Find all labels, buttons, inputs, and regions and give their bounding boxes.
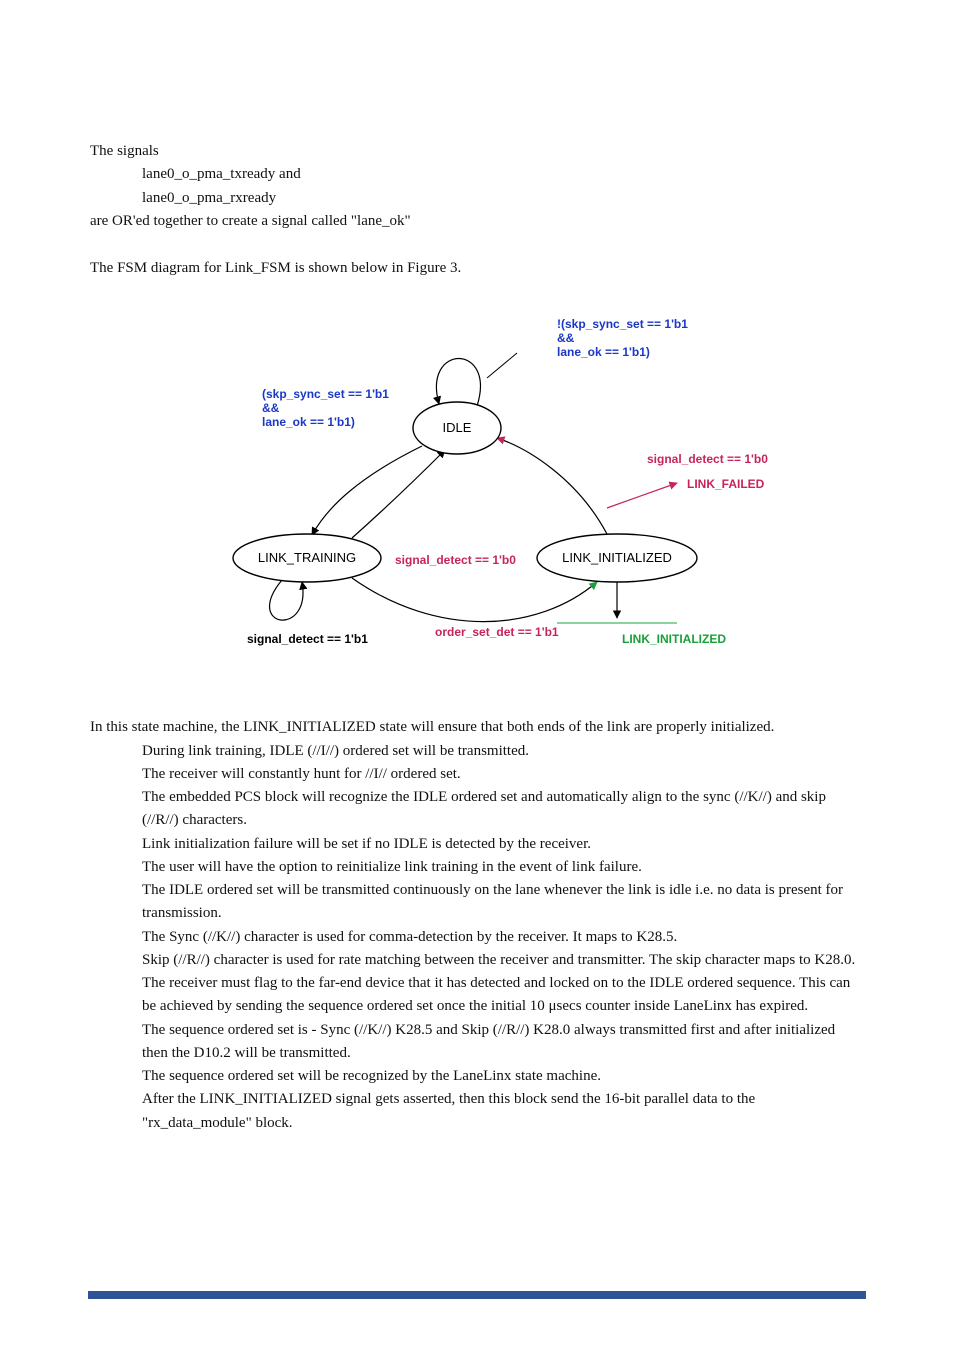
svg-text:(skp_sync_set == 1'b1: (skp_sync_set == 1'b1 — [262, 387, 389, 401]
svg-text:IDLE: IDLE — [443, 420, 472, 435]
svg-text:&&: && — [557, 331, 575, 345]
text-line: The signals — [90, 140, 864, 163]
document-page: The signals lane0_o_pma_txready and lane… — [0, 0, 954, 1351]
bullet-text: Skip (//R//) character is used for rate … — [90, 949, 864, 972]
svg-text:signal_detect == 1'b1: signal_detect == 1'b1 — [247, 632, 368, 646]
bullet-text: During link training, IDLE (//I//) order… — [90, 740, 864, 763]
bullet-text: The user will have the option to reiniti… — [90, 856, 864, 879]
paragraph: In this state machine, the LINK_INITIALI… — [90, 716, 864, 739]
bullet-text: The receiver will constantly hunt for //… — [90, 763, 864, 786]
bullet-text: After the LINK_INITIALIZED signal gets a… — [90, 1088, 864, 1135]
bullet-text: The sequence ordered set will be recogni… — [90, 1065, 864, 1088]
svg-text:lane_ok == 1'b1): lane_ok == 1'b1) — [262, 415, 355, 429]
svg-text:!(skp_sync_set == 1'b1: !(skp_sync_set == 1'b1 — [557, 317, 688, 331]
svg-text:order_set_det == 1'b1: order_set_det == 1'b1 — [435, 625, 559, 639]
svg-text:LINK_INITIALIZED: LINK_INITIALIZED — [622, 632, 726, 646]
svg-text:LINK_TRAINING: LINK_TRAINING — [258, 550, 356, 565]
svg-text:lane_ok == 1'b1): lane_ok == 1'b1) — [557, 345, 650, 359]
bullet-text: The Sync (//K//) character is used for c… — [90, 926, 864, 949]
bullet-text: The IDLE ordered set will be transmitted… — [90, 879, 864, 926]
footer-bar — [88, 1291, 866, 1299]
bullet-text: Link initialization failure will be set … — [90, 833, 864, 856]
svg-text:LINK_FAILED: LINK_FAILED — [687, 477, 765, 491]
svg-text:&&: && — [262, 401, 280, 415]
fsm-diagram: IDLE LINK_TRAINING LINK_INITIALIZED !(skp_s… — [177, 298, 777, 668]
svg-text:signal_detect == 1'b0: signal_detect == 1'b0 — [647, 452, 768, 466]
svg-text:LINK_INITIALIZED: LINK_INITIALIZED — [562, 550, 672, 565]
svg-text:signal_detect == 1'b0: signal_detect == 1'b0 — [395, 553, 516, 567]
bullet-text: The sequence ordered set is - Sync (//K/… — [90, 1019, 864, 1066]
text-line: lane0_o_pma_txready and — [90, 163, 864, 186]
text-line: The FSM diagram for Link_FSM is shown be… — [90, 257, 864, 280]
bullet-text: The embedded PCS block will recognize th… — [90, 786, 864, 833]
text-line: lane0_o_pma_rxready — [90, 187, 864, 210]
bullet-text: The receiver must flag to the far-end de… — [90, 972, 864, 1019]
text-line: are OR'ed together to create a signal ca… — [90, 210, 864, 233]
